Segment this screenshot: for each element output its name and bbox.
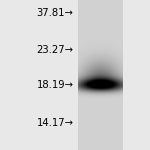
- Text: 14.17→: 14.17→: [36, 118, 74, 128]
- Text: 18.19→: 18.19→: [36, 81, 74, 90]
- Bar: [78, 0, 123, 150]
- Text: 23.27→: 23.27→: [36, 45, 74, 54]
- Text: 37.81→: 37.81→: [37, 9, 74, 18]
